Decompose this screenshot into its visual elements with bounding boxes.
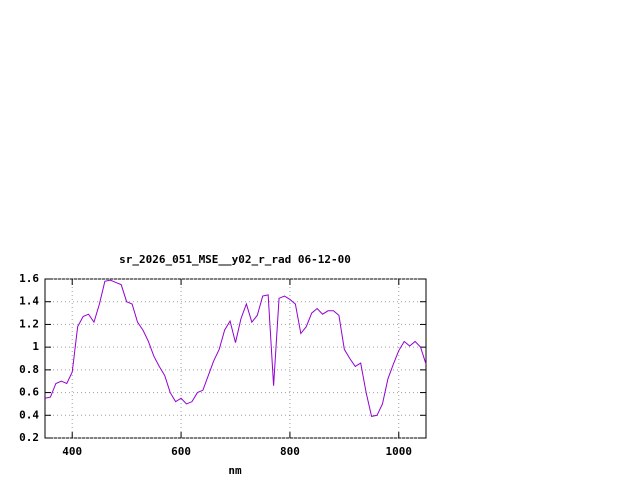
y-tick-label: 1.4 <box>19 295 39 308</box>
x-tick-label: 600 <box>171 445 191 458</box>
x-tick-label: 400 <box>62 445 82 458</box>
y-tick-label: 0.6 <box>19 386 39 399</box>
plot-border <box>44 278 427 439</box>
chart-title: sr_2026_051_MSE__y02_r_rad 06-12-00 <box>119 253 351 266</box>
y-tick-label: 1.2 <box>19 317 39 330</box>
x-axis-label: nm <box>228 464 242 477</box>
y-tick-label: 0.4 <box>19 408 39 421</box>
x-tick-label: 800 <box>280 445 300 458</box>
y-tick-label: 0.2 <box>19 431 39 444</box>
y-tick-label: 0.8 <box>19 363 39 376</box>
y-tick-label: 1.6 <box>19 272 39 285</box>
data-line <box>44 279 427 418</box>
x-tick-label: 1000 <box>386 445 413 458</box>
y-tick-label: 1 <box>32 340 39 353</box>
